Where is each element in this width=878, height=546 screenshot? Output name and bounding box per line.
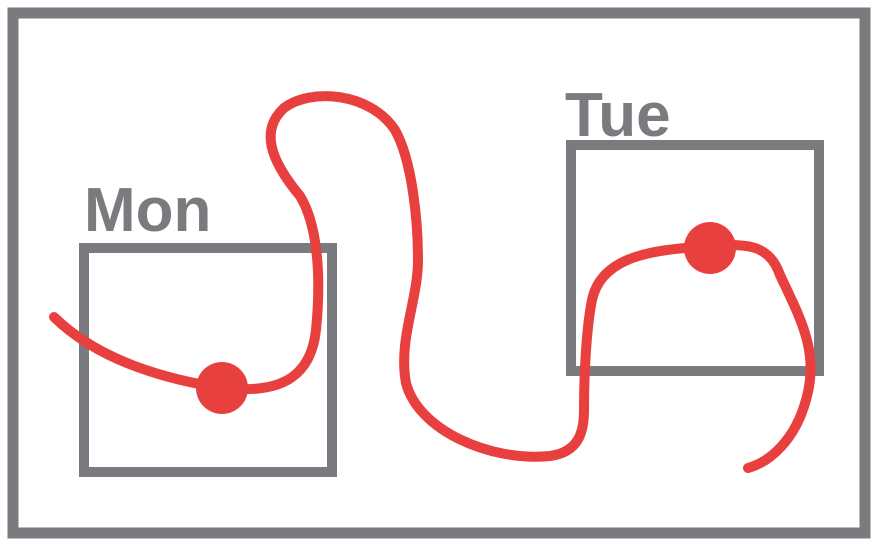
outer-frame [7,7,871,539]
day-box-mon [79,243,337,477]
trajectory-line [49,91,816,473]
marker-tue [684,222,736,274]
marker-mon [196,362,248,414]
day-label-tue: Tue [565,81,671,150]
day-label-mon: Mon [84,176,211,245]
day-box-tue [566,140,824,376]
